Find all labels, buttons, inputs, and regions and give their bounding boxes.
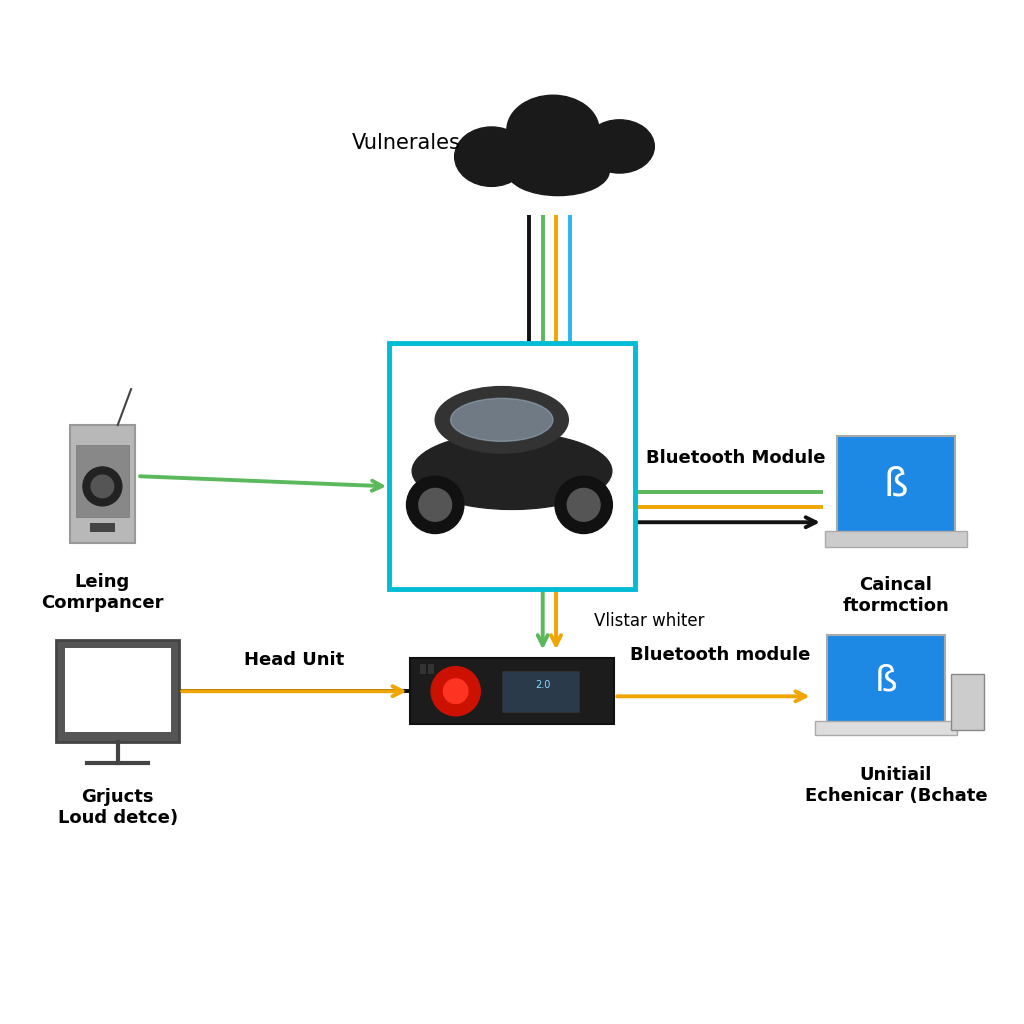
FancyBboxPatch shape	[502, 671, 579, 712]
Ellipse shape	[507, 146, 609, 196]
FancyBboxPatch shape	[70, 425, 135, 543]
Ellipse shape	[451, 398, 553, 441]
FancyBboxPatch shape	[90, 523, 115, 532]
Text: ß: ß	[884, 466, 908, 504]
FancyBboxPatch shape	[420, 664, 426, 674]
FancyBboxPatch shape	[825, 530, 967, 547]
Ellipse shape	[455, 127, 528, 186]
Text: Grjucts
Loud detce): Grjucts Loud detce)	[57, 788, 178, 827]
FancyBboxPatch shape	[815, 721, 956, 735]
Text: Caincal
ftormction: Caincal ftormction	[843, 575, 949, 614]
Text: Vlistar whiter: Vlistar whiter	[594, 611, 705, 630]
Ellipse shape	[412, 432, 612, 509]
Text: Head Unit: Head Unit	[245, 651, 344, 670]
Text: Leing
Comrpancer: Leing Comrpancer	[41, 573, 164, 612]
Text: Vulnerales: Vulnerales	[352, 133, 461, 154]
FancyBboxPatch shape	[950, 674, 983, 730]
Text: 2.0: 2.0	[535, 680, 551, 690]
Circle shape	[431, 667, 480, 716]
Circle shape	[83, 467, 122, 506]
Text: Unitiail
Echenicar (Bchate: Unitiail Echenicar (Bchate	[805, 766, 987, 805]
FancyBboxPatch shape	[56, 640, 179, 742]
Circle shape	[419, 488, 452, 521]
Circle shape	[443, 679, 468, 703]
FancyBboxPatch shape	[65, 648, 171, 732]
Circle shape	[555, 476, 612, 534]
Text: Bluetooth Module: Bluetooth Module	[646, 449, 825, 467]
FancyBboxPatch shape	[428, 664, 434, 674]
Text: Bluetooth module: Bluetooth module	[631, 646, 811, 665]
FancyBboxPatch shape	[827, 635, 944, 727]
Ellipse shape	[507, 95, 599, 165]
FancyBboxPatch shape	[838, 436, 954, 532]
FancyBboxPatch shape	[76, 445, 129, 517]
Circle shape	[407, 476, 464, 534]
Ellipse shape	[585, 120, 654, 173]
FancyBboxPatch shape	[410, 658, 614, 725]
Text: ß: ß	[874, 664, 897, 698]
Circle shape	[91, 475, 114, 498]
Circle shape	[567, 488, 600, 521]
Ellipse shape	[435, 386, 568, 453]
